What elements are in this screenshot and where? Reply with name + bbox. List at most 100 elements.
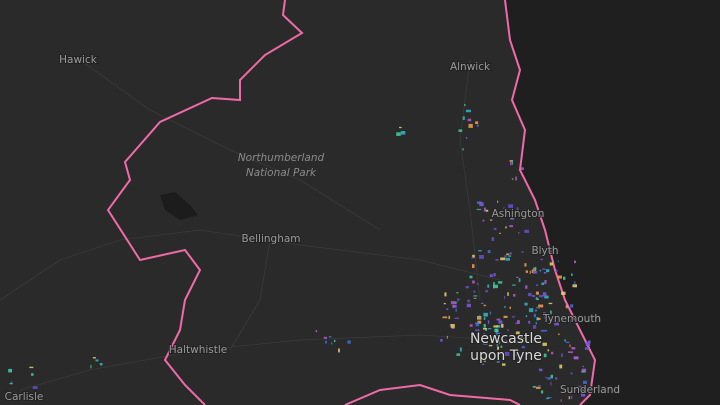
- settlement-patch: [455, 301, 457, 304]
- road: [0, 229, 501, 301]
- settlement-patch: [472, 280, 475, 284]
- settlement-patch: [539, 269, 542, 272]
- settlement-patch: [548, 302, 553, 305]
- settlement-patch: [547, 397, 552, 399]
- settlement-patch: [333, 339, 336, 343]
- settlement-patch: [504, 352, 510, 356]
- settlement-patch: [493, 273, 496, 277]
- settlement-patch: [572, 284, 577, 288]
- settlement-patch: [493, 325, 499, 328]
- settlement-patch: [542, 268, 546, 270]
- settlement-patch: [90, 364, 92, 369]
- settlement-patch: [476, 124, 479, 127]
- settlement-patch: [455, 308, 457, 312]
- settlement-patch: [464, 104, 466, 107]
- settlement-patch: [501, 323, 504, 328]
- settlement-patch: [475, 329, 480, 332]
- settlement-patch: [330, 342, 333, 345]
- settlement-patch: [529, 270, 531, 274]
- settlement-patch: [338, 348, 340, 353]
- settlement-patch: [535, 322, 537, 325]
- settlement-patch: [570, 395, 573, 400]
- road: [79, 59, 381, 231]
- settlement-patch: [501, 338, 505, 340]
- settlement-patch: [487, 284, 490, 288]
- settlement-patch: [537, 340, 542, 342]
- settlement-patch: [505, 226, 507, 229]
- road: [229, 239, 271, 351]
- settlement-patch: [495, 332, 501, 336]
- park-label: Northumberland: [238, 152, 325, 164]
- settlement-patch: [581, 393, 586, 397]
- settlement-patch: [516, 207, 519, 211]
- place-label: Alnwick: [450, 61, 491, 73]
- settlement-patch: [440, 339, 443, 342]
- settlement-patch: [494, 328, 499, 333]
- settlement-patch: [496, 318, 501, 321]
- settlement-patch: [509, 225, 513, 228]
- settlement-patch: [472, 254, 475, 258]
- settlement-patch: [546, 397, 550, 400]
- settlement-patch: [554, 321, 559, 326]
- settlement-patch: [561, 291, 566, 295]
- settlement-patch: [540, 330, 544, 332]
- settlement-patch: [499, 352, 502, 354]
- settlement-patch: [483, 342, 488, 345]
- settlement-patch: [501, 336, 504, 340]
- settlement-patch: [475, 322, 480, 327]
- settlement-patch: [557, 260, 559, 263]
- settlement-patch: [551, 351, 554, 355]
- settlement-patch: [538, 385, 541, 387]
- settlement-patch: [493, 284, 498, 289]
- settlement-patch: [543, 271, 547, 274]
- place-label: Sunderland: [560, 384, 620, 396]
- settlement-patch: [583, 380, 587, 385]
- settlement-patch: [483, 317, 486, 320]
- settlement-patch: [442, 316, 448, 319]
- settlement-patch: [557, 275, 562, 279]
- settlement-patch: [515, 176, 517, 181]
- settlement-patch: [472, 264, 475, 268]
- settlement-patch: [555, 377, 558, 380]
- settlement-patch: [462, 116, 465, 120]
- settlement-patch: [509, 160, 514, 162]
- settlement-patch: [99, 363, 103, 366]
- settlement-patch: [509, 252, 512, 255]
- settlement-patch: [578, 385, 583, 389]
- settlement-patch: [568, 351, 573, 353]
- settlement-patch: [555, 269, 558, 272]
- settlement-patch: [478, 315, 481, 319]
- settlement-patch: [532, 295, 535, 297]
- settlement-patch: [558, 333, 560, 336]
- settlement-patch: [475, 121, 479, 124]
- settlement-patch: [535, 297, 538, 300]
- settlement-patch: [469, 324, 473, 327]
- settlement-patch: [511, 178, 514, 180]
- settlement-patch: [23, 392, 25, 396]
- land: [0, 0, 595, 405]
- settlement-patch: [473, 290, 476, 293]
- settlement-patch: [542, 342, 547, 346]
- settlement-patch: [513, 294, 516, 297]
- settlement-patch: [559, 364, 563, 369]
- settlement-patch: [545, 377, 547, 379]
- settlement-patch: [532, 325, 537, 329]
- labels: Hawick Alnwick Northumberland National P…: [4, 53, 621, 404]
- settlement-patch: [512, 341, 518, 344]
- settlement-patch: [503, 315, 508, 318]
- settlement-patch: [573, 356, 579, 359]
- settlement-patch: [512, 284, 516, 286]
- settlement-patch: [504, 295, 505, 299]
- settlement-patch: [511, 316, 515, 318]
- place-label: Hawick: [59, 54, 98, 66]
- settlement-patch: [508, 341, 512, 343]
- settlement-patch: [483, 324, 486, 328]
- settlement-patch: [459, 347, 462, 352]
- settlement-patch: [535, 309, 537, 312]
- settlement-patch: [31, 373, 34, 376]
- settlement-patch: [518, 232, 520, 234]
- settlement-patch: [458, 129, 463, 132]
- settlement-patch: [511, 160, 513, 165]
- settlement-patch: [536, 284, 539, 287]
- settlement-patch: [488, 344, 493, 347]
